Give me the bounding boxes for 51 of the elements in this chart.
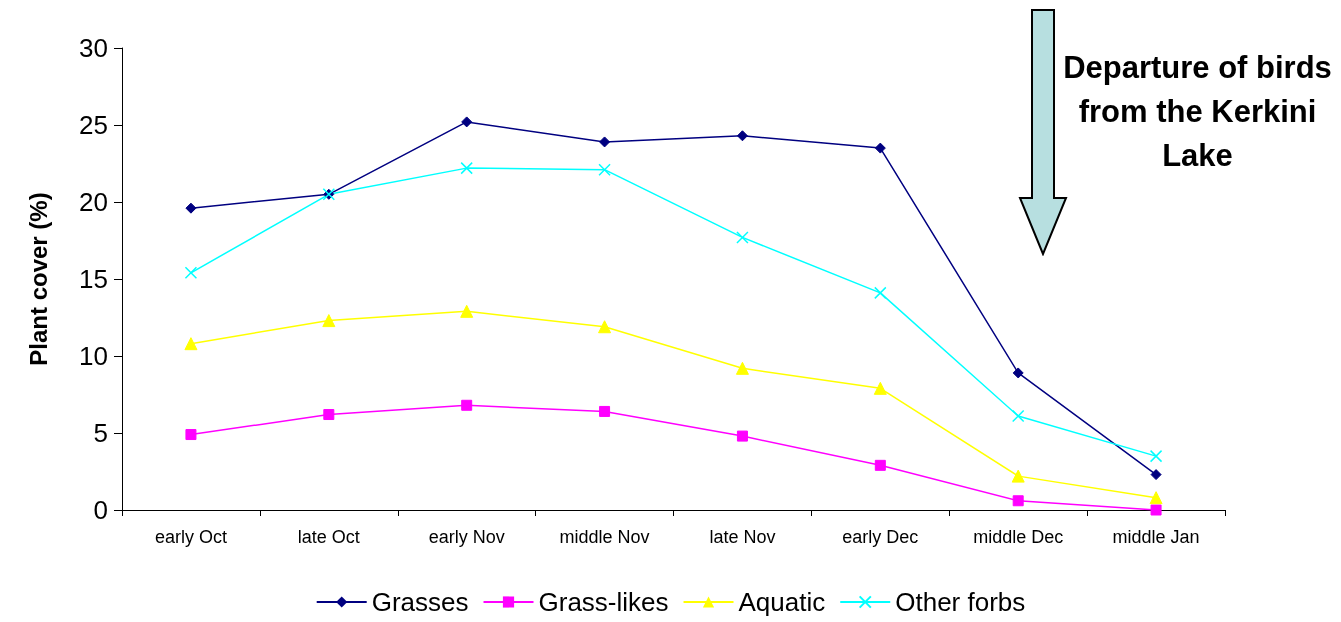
- point: [1150, 504, 1162, 516]
- x-tick-label: late Nov: [709, 527, 776, 547]
- point: [598, 320, 612, 334]
- x-tick-label: middle Jan: [1112, 527, 1200, 547]
- point: [461, 116, 473, 128]
- annotation: Departure of birds from the Kerkini Lake: [1062, 49, 1333, 175]
- x-tick-label: early Dec: [842, 527, 919, 547]
- point: [184, 337, 198, 351]
- y-tick-label: 25: [79, 110, 108, 140]
- point: [599, 405, 611, 417]
- point: [460, 161, 473, 175]
- point: [323, 409, 335, 421]
- y-tick-label: 30: [79, 33, 108, 63]
- point: [185, 202, 197, 214]
- point: [461, 399, 473, 411]
- y-tick-label: 5: [93, 418, 108, 448]
- point: [184, 266, 198, 280]
- point: [1150, 469, 1162, 481]
- point: [874, 459, 886, 471]
- point: [736, 130, 748, 142]
- x-tick-label: late Oct: [297, 527, 360, 547]
- legend-label: Aquatic: [738, 587, 826, 617]
- point: [1012, 367, 1024, 379]
- y-tick-label: 15: [79, 264, 108, 294]
- point: [736, 231, 749, 244]
- legend-label: Grasses: [371, 587, 469, 617]
- point: [736, 430, 748, 442]
- x-tick-label: middle Dec: [973, 527, 1064, 547]
- point: [1011, 469, 1025, 483]
- point: [735, 361, 749, 375]
- point: [599, 136, 611, 148]
- point: [1149, 449, 1163, 463]
- point: [598, 163, 611, 176]
- point: [1012, 495, 1024, 507]
- point: [873, 381, 887, 395]
- x-tick-label: middle Nov: [559, 527, 650, 547]
- point: [460, 304, 474, 318]
- x-tick-label: early Nov: [428, 527, 505, 547]
- point: [185, 429, 197, 441]
- point: [322, 314, 336, 328]
- point: [874, 286, 887, 300]
- y-tick-label: 20: [79, 187, 108, 217]
- point: [1149, 491, 1163, 505]
- legend-label: Other forbs: [895, 587, 1026, 617]
- point: [1011, 409, 1025, 423]
- legend-label: Grass-likes: [538, 587, 669, 617]
- y-axis-title: Plant cover (%): [24, 192, 52, 366]
- y-tick-label: 10: [79, 341, 108, 371]
- point: [874, 142, 886, 154]
- x-tick-label: early Oct: [154, 527, 227, 547]
- y-tick-label: 0: [93, 495, 108, 525]
